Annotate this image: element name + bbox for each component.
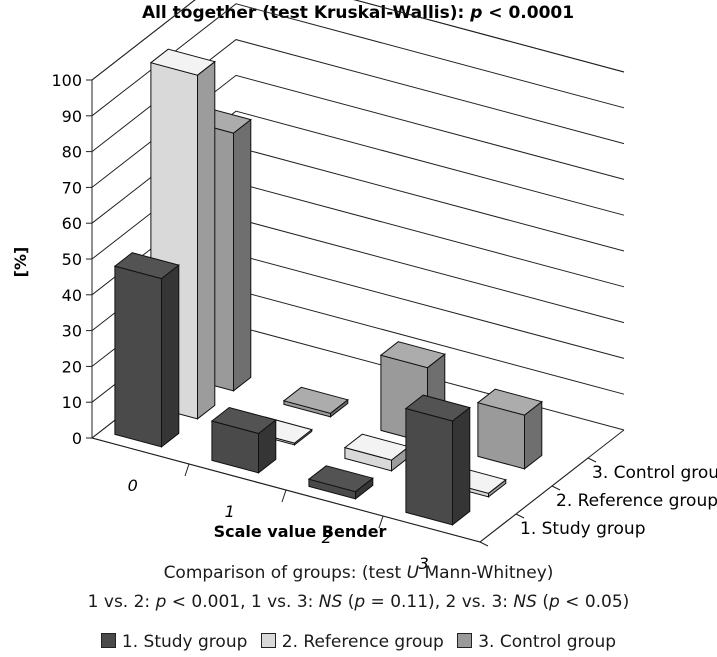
series-depth-labels: 1. Study group 2. Reference group 3. Contr…: [520, 463, 717, 539]
gridline: [91, 74, 625, 188]
bar-chart-3d: All together (test Kruskal-Wallis): p < …: [11, 0, 717, 573]
y-tick-label: 90: [62, 107, 82, 126]
bar-side-face: [452, 406, 471, 526]
y-tick-labels: 0 10 20 30 40 50 60 70 80 90 100: [51, 71, 82, 448]
y-tick-label: 50: [62, 250, 82, 269]
x-axis-label: Scale value Bender: [214, 522, 387, 541]
bar: [476, 388, 543, 470]
y-tick-label: 40: [62, 286, 82, 305]
x-tick-label: 1: [225, 502, 235, 521]
x-tick-label: 0: [128, 476, 138, 495]
bar-top-face: [476, 388, 543, 416]
bar: [282, 386, 349, 418]
depth-tick-mark: [479, 541, 489, 547]
bar: [113, 252, 180, 448]
series-depth-label: 2. Reference group: [556, 491, 717, 511]
y-tick-label: 20: [62, 357, 82, 376]
gridline: [91, 0, 625, 81]
gridline: [91, 110, 625, 224]
x-tick-label: 2: [322, 528, 332, 547]
legend-item-reference: 2. Reference group: [260, 632, 444, 652]
legend-swatch-study: [100, 633, 116, 648]
bar-top-face: [149, 48, 216, 76]
depth-axis-line: [479, 457, 589, 543]
y-tick-label: 10: [62, 393, 82, 412]
bar-top-face: [210, 406, 277, 435]
legend-item-control: 3. Control group: [457, 632, 616, 652]
series-depth-label: 3. Control group: [592, 463, 717, 483]
depth-tick-mark: [587, 457, 597, 463]
y-tick-label: 60: [62, 214, 82, 233]
depth-tick-mark: [551, 485, 561, 491]
bar: [404, 394, 471, 526]
bar: [343, 433, 410, 472]
legend-swatch-reference: [260, 633, 276, 648]
legend: 1. Study group 2. Reference group 3. Con…: [0, 632, 717, 652]
bar-side-face: [161, 264, 180, 448]
y-tick-label: 0: [72, 429, 82, 448]
legend-swatch-control: [457, 633, 473, 648]
bar-top-face: [404, 394, 471, 422]
bars: [113, 48, 543, 526]
caption-line-1: Comparison of groups: (test U Mann-Whitn…: [163, 563, 554, 583]
bar-top-face: [307, 465, 374, 493]
y-tick-label: 100: [51, 71, 82, 90]
y-tick-label: 30: [62, 322, 82, 341]
legend-item-study: 1. Study group: [100, 632, 247, 652]
bar-top-face: [379, 341, 446, 369]
y-tick-label: 80: [62, 143, 82, 162]
bar: [307, 465, 374, 500]
series-depth-label: 1. Study group: [520, 519, 645, 539]
bar-front-face: [405, 407, 453, 526]
x-tick-label: 3: [419, 554, 429, 573]
bar-top-face: [113, 252, 180, 280]
y-axis-label: [%]: [11, 247, 30, 278]
bar: [210, 406, 277, 474]
bar-front-face: [114, 265, 162, 448]
bar-side-face: [197, 60, 216, 420]
x-tick-labels: 0 1 2 3: [128, 476, 429, 573]
x-tick-mark: [281, 489, 287, 503]
x-tick-mark: [184, 463, 190, 477]
depth-tick-mark: [515, 513, 525, 519]
gridline: [91, 3, 625, 117]
gridline: [91, 39, 625, 152]
caption-line-2: 1 vs. 2: p < 0.001, 1 vs. 3: NS (p = 0.1…: [87, 592, 630, 612]
chart-title: All together (test Kruskal-Wallis): p < …: [142, 3, 574, 23]
bar-side-face: [233, 118, 252, 392]
y-tick-label: 70: [62, 178, 82, 197]
bar-top-face: [282, 386, 349, 414]
x-tick-mark: [378, 515, 384, 529]
